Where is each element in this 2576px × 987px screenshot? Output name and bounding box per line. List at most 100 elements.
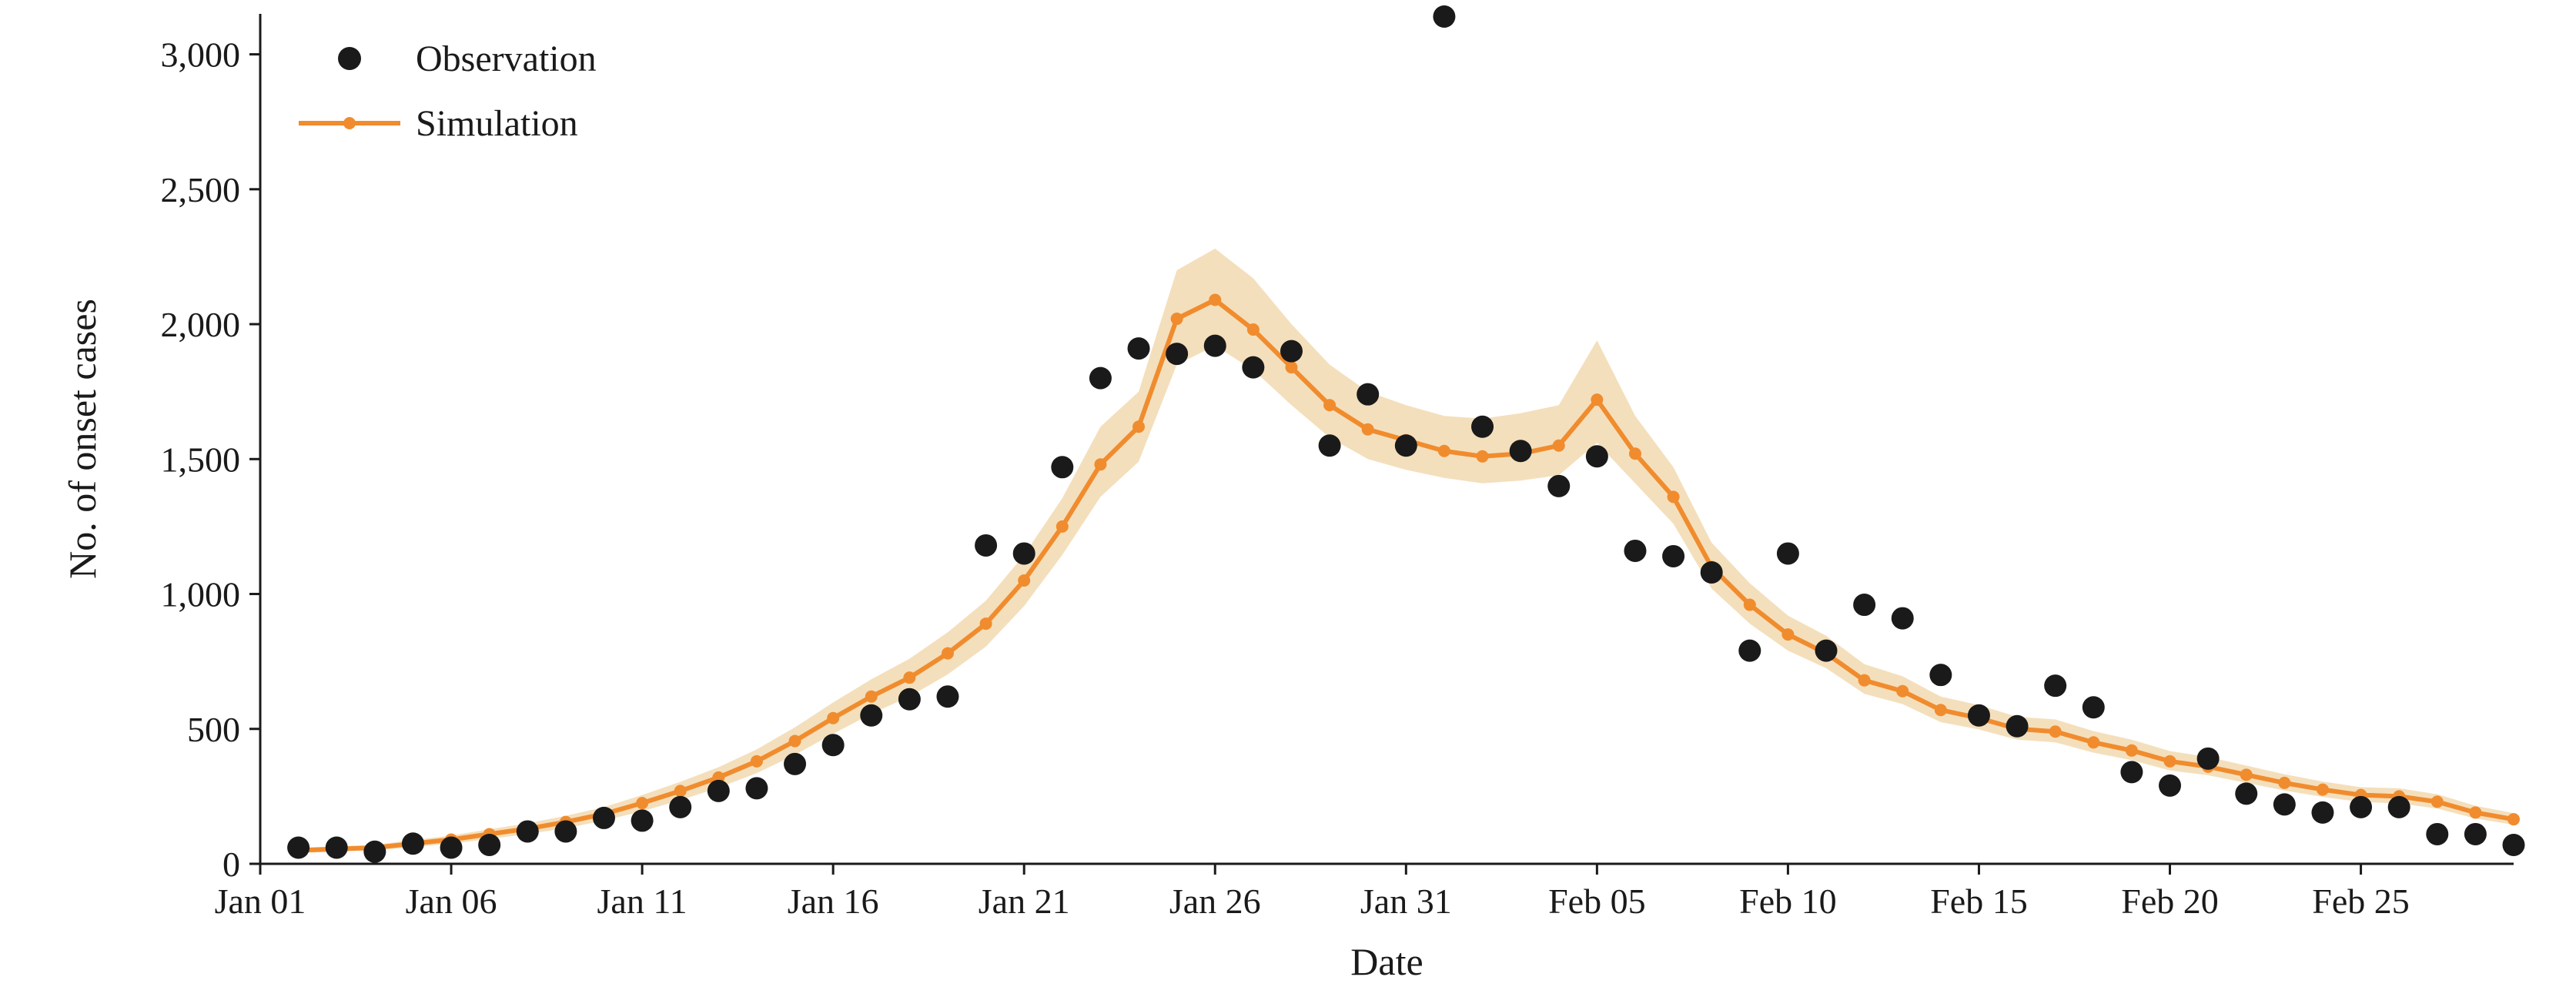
observation-point [2464,822,2487,845]
simulation-point [1591,393,1604,407]
y-tick-label: 0 [222,845,240,884]
observation-point [516,820,539,843]
observation-point [669,795,692,818]
x-tick-label: Feb 20 [2121,882,2219,921]
observation-point [401,832,424,855]
simulation-point [1323,399,1337,412]
simulation-point [1209,293,1222,306]
observation-point [2311,801,2334,824]
simulation-point [2316,783,2329,796]
x-tick-label: Feb 25 [2312,882,2410,921]
observation-point [1509,440,1532,463]
x-tick-label: Jan 16 [788,882,879,921]
observation-point [1051,456,1074,479]
observation-point [2350,795,2373,818]
y-tick-label: 1,000 [161,575,241,614]
simulation-point [1934,704,1947,717]
observation-point [1394,434,1417,457]
axes: 0 500 1,000 1,500 2,000 2,500 3,000 Jan 01 Jan 0… [161,14,2514,921]
simulation-point [1476,450,1489,463]
x-tick-label: Jan 21 [979,882,1070,921]
observation-point [1318,434,1341,457]
simulation-point [1018,574,1031,587]
simulation-point [1094,458,1107,471]
observation-point [631,809,654,832]
observation-point [784,752,807,775]
observation-point [554,820,577,843]
observation-point [2426,822,2449,845]
simulation-point [1437,444,1450,457]
x-tick-label: Jan 26 [1169,882,1261,921]
observation-point [2044,674,2067,698]
legend-simulation-marker [343,117,356,129]
simulation-point [1285,361,1298,374]
simulation-point [1246,323,1260,336]
simulation-point [2087,736,2100,749]
legend: Observation Simulation [299,38,597,144]
simulation-point [636,797,649,810]
observation-point [1547,474,1571,497]
observation-point [898,688,921,711]
observation-point [975,534,998,557]
x-tick-label: Feb 05 [1548,882,1646,921]
observation-point [1624,539,1647,562]
simulation-point [1361,423,1374,436]
simulation-point [788,734,801,748]
observation-point [1357,383,1380,406]
simulation-point [1743,598,1756,611]
simulation-point [1170,313,1183,326]
simulation-point [1552,439,1565,452]
legend-observation-marker [338,47,361,70]
simulation-point [2240,768,2253,781]
observation-point [1127,337,1150,360]
simulation-point [941,647,954,660]
simulation-point [2163,754,2176,768]
observation-point [592,806,615,829]
observation-point [2387,795,2410,818]
y-tick-label: 2,000 [161,305,241,344]
simulation-point [2278,776,2291,789]
observation-point [1089,366,1112,390]
observation-point [1012,542,1035,565]
simulation-point [865,690,878,703]
observation-point [1738,639,1761,662]
observation-point [1280,340,1303,363]
observation-point [440,836,463,859]
simulation-point [979,617,992,631]
observation-point [1585,445,1608,468]
observation-point [2502,833,2525,856]
simulation-point [2430,795,2444,808]
observation-series [287,5,2525,863]
observation-point [2006,714,2029,738]
observation-point [2235,782,2258,805]
simulation-uncertainty-band-layer [298,248,2514,853]
observation-point [2273,793,2296,816]
simulation-point [1781,628,1795,641]
x-tick-label: Feb 10 [1739,882,1837,921]
observation-point [2196,747,2220,770]
simulation-point [1667,490,1680,504]
y-axis-title: No. of onset cases [61,299,104,579]
simulation-point [1055,520,1069,533]
x-tick-label: Jan 31 [1360,882,1452,921]
legend-simulation-label: Simulation [416,103,578,144]
observation-point [478,833,501,856]
simulation-point [2049,725,2062,738]
observation-point [363,840,386,863]
observation-point [707,779,730,802]
observation-point [1815,639,1838,662]
observation-point [1776,542,1799,565]
observation-point [1433,5,1456,28]
x-tick-label: Jan 11 [597,882,687,921]
simulation-point [1132,420,1146,433]
observation-point [1700,560,1723,584]
simulation-point [1896,684,1909,698]
y-tick-label: 1,500 [161,440,241,479]
x-axis-title: Date [1350,940,1423,983]
simulation-point [1628,447,1641,460]
simulation-point [2125,744,2138,757]
y-tick-label: 3,000 [161,35,241,75]
observation-point [1891,607,1914,630]
simulation-uncertainty-band [298,248,2514,853]
